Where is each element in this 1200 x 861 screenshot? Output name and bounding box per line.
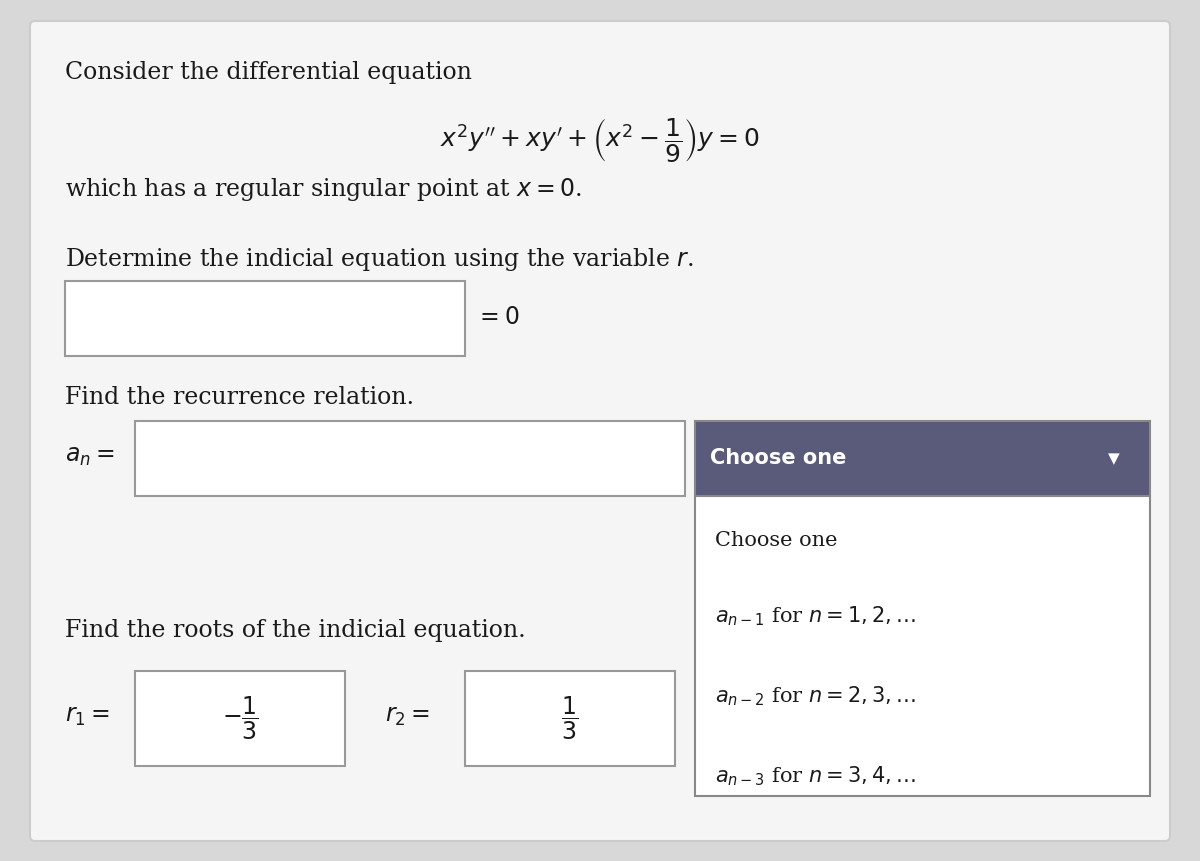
FancyBboxPatch shape (65, 281, 466, 356)
Text: $\dfrac{1}{3}$: $\dfrac{1}{3}$ (562, 694, 578, 741)
Text: $= 0$: $= 0$ (475, 307, 520, 330)
FancyBboxPatch shape (695, 496, 1150, 796)
FancyBboxPatch shape (695, 421, 1150, 496)
Text: which has a regular singular point at $x = 0$.: which has a regular singular point at $x… (65, 176, 582, 203)
Text: $r_2 =$: $r_2 =$ (385, 704, 430, 728)
Text: Choose one: Choose one (710, 449, 846, 468)
Text: Find the roots of the indicial equation.: Find the roots of the indicial equation. (65, 620, 526, 642)
Text: $a_n =$: $a_n =$ (65, 444, 114, 468)
FancyBboxPatch shape (466, 671, 674, 766)
Text: Consider the differential equation: Consider the differential equation (65, 61, 472, 84)
Text: $-\dfrac{1}{3}$: $-\dfrac{1}{3}$ (222, 694, 258, 741)
Text: Determine the indicial equation using the variable $r$.: Determine the indicial equation using th… (65, 246, 694, 273)
FancyBboxPatch shape (134, 421, 685, 496)
Text: Find the recurrence relation.: Find the recurrence relation. (65, 386, 414, 409)
Text: Choose one: Choose one (715, 531, 838, 550)
Text: $a_{n-3}$ for $n = 3, 4, \ldots$: $a_{n-3}$ for $n = 3, 4, \ldots$ (715, 765, 916, 788)
Text: $a_{n-2}$ for $n = 2, 3, \ldots$: $a_{n-2}$ for $n = 2, 3, \ldots$ (715, 684, 916, 708)
Text: ▼: ▼ (1109, 451, 1120, 466)
Text: $x^2y'' + xy' + \left(x^2 - \dfrac{1}{9}\right)y = 0$: $x^2y'' + xy' + \left(x^2 - \dfrac{1}{9}… (440, 116, 760, 164)
FancyBboxPatch shape (30, 21, 1170, 841)
FancyBboxPatch shape (134, 671, 346, 766)
Text: $r_1 =$: $r_1 =$ (65, 704, 109, 728)
Text: $a_{n-1}$ for $n = 1, 2, \ldots$: $a_{n-1}$ for $n = 1, 2, \ldots$ (715, 604, 916, 628)
